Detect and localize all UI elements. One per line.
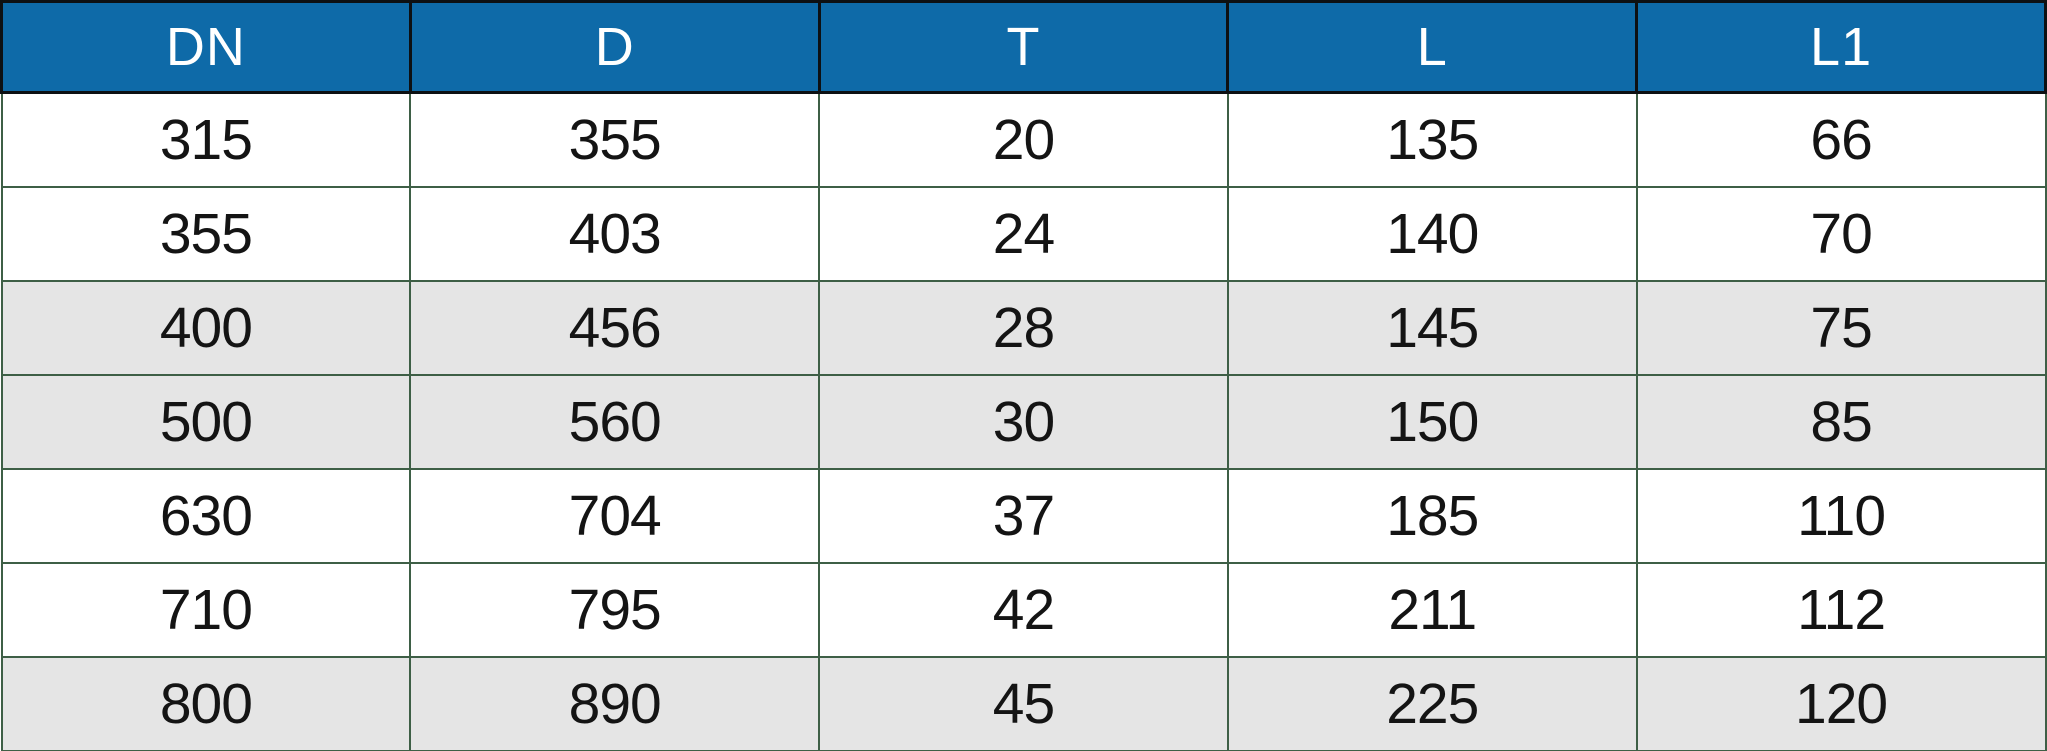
table-cell-l: 225 [1226, 656, 1638, 751]
table-cell-t: 45 [818, 656, 1229, 751]
table-cell-t: 20 [818, 91, 1229, 188]
table-cell-l1: 112 [1635, 562, 2047, 658]
table-cell-l1: 120 [1635, 656, 2047, 751]
table-row: 800 890 45 225 120 [0, 656, 2047, 751]
table-body: 315 355 20 135 66 355 403 24 140 70 400 … [0, 91, 2047, 751]
table-cell-d: 560 [409, 374, 821, 470]
table-cell-dn: 400 [0, 280, 412, 376]
table-cell-l1: 66 [1635, 91, 2047, 188]
table-cell-l: 211 [1226, 562, 1638, 658]
table-cell-d: 704 [409, 468, 821, 564]
table-cell-l1: 110 [1635, 468, 2047, 564]
table-row: 630 704 37 185 110 [0, 468, 2047, 564]
table-cell-l: 150 [1226, 374, 1638, 470]
column-header-l: L [1226, 0, 1639, 94]
table-cell-l: 135 [1226, 91, 1638, 188]
table-cell-l1: 70 [1635, 186, 2047, 282]
header-row: DN D T L L1 [0, 0, 2047, 94]
table-cell-t: 42 [818, 562, 1229, 658]
table-cell-dn: 630 [0, 468, 412, 564]
column-header-d: D [408, 0, 821, 94]
table-header: DN D T L L1 [0, 0, 2047, 94]
table-cell-d: 795 [409, 562, 821, 658]
table-row: 500 560 30 150 85 [0, 374, 2047, 470]
table-cell-d: 355 [409, 91, 821, 188]
table-row: 315 355 20 135 66 [0, 91, 2047, 188]
table-cell-d: 456 [409, 280, 821, 376]
table-cell-t: 24 [818, 186, 1229, 282]
table-cell-d: 890 [409, 656, 821, 751]
table-cell-l1: 75 [1635, 280, 2047, 376]
table-cell-d: 403 [409, 186, 821, 282]
table-cell-l: 185 [1226, 468, 1638, 564]
table-cell-t: 37 [818, 468, 1229, 564]
table-cell-dn: 710 [0, 562, 412, 658]
column-header-t: T [817, 0, 1230, 94]
table-cell-dn: 800 [0, 656, 412, 751]
table-row: 355 403 24 140 70 [0, 186, 2047, 282]
table-cell-dn: 355 [0, 186, 412, 282]
table-cell-t: 30 [818, 374, 1229, 470]
table-cell-dn: 500 [0, 374, 412, 470]
column-header-l1: L1 [1635, 0, 2047, 94]
table-cell-dn: 315 [0, 91, 412, 188]
table-row: 400 456 28 145 75 [0, 280, 2047, 376]
table-cell-l: 145 [1226, 280, 1638, 376]
table-cell-l: 140 [1226, 186, 1638, 282]
table-cell-l1: 85 [1635, 374, 2047, 470]
table-cell-t: 28 [818, 280, 1229, 376]
column-header-dn: DN [0, 0, 412, 94]
table-row: 710 795 42 211 112 [0, 562, 2047, 658]
